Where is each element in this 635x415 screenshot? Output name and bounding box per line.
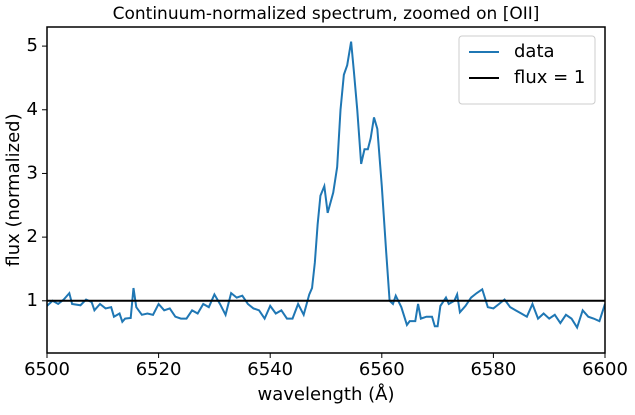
chart-title: Continuum-normalized spectrum, zoomed on… xyxy=(113,4,540,24)
x-tick-label: 6560 xyxy=(359,359,405,380)
y-tick-label: 2 xyxy=(27,226,38,247)
data-line xyxy=(47,41,605,330)
x-tick-label: 6500 xyxy=(24,359,70,380)
x-tick-label: 6600 xyxy=(582,359,628,380)
legend-label: flux = 1 xyxy=(514,67,585,88)
x-tick-label: 6520 xyxy=(136,359,182,380)
y-axis-label: flux (normalized) xyxy=(3,113,24,266)
y-tick-label: 5 xyxy=(27,35,38,56)
y-tick-label: 3 xyxy=(27,162,38,183)
legend-label: data xyxy=(514,41,555,62)
y-tick-label: 4 xyxy=(27,99,38,120)
y-tick-label: 1 xyxy=(27,290,38,311)
x-tick-label: 6580 xyxy=(470,359,516,380)
x-axis-label: wavelength (Å) xyxy=(258,383,395,405)
plot-frame xyxy=(46,26,606,354)
x-tick-label: 6540 xyxy=(247,359,293,380)
